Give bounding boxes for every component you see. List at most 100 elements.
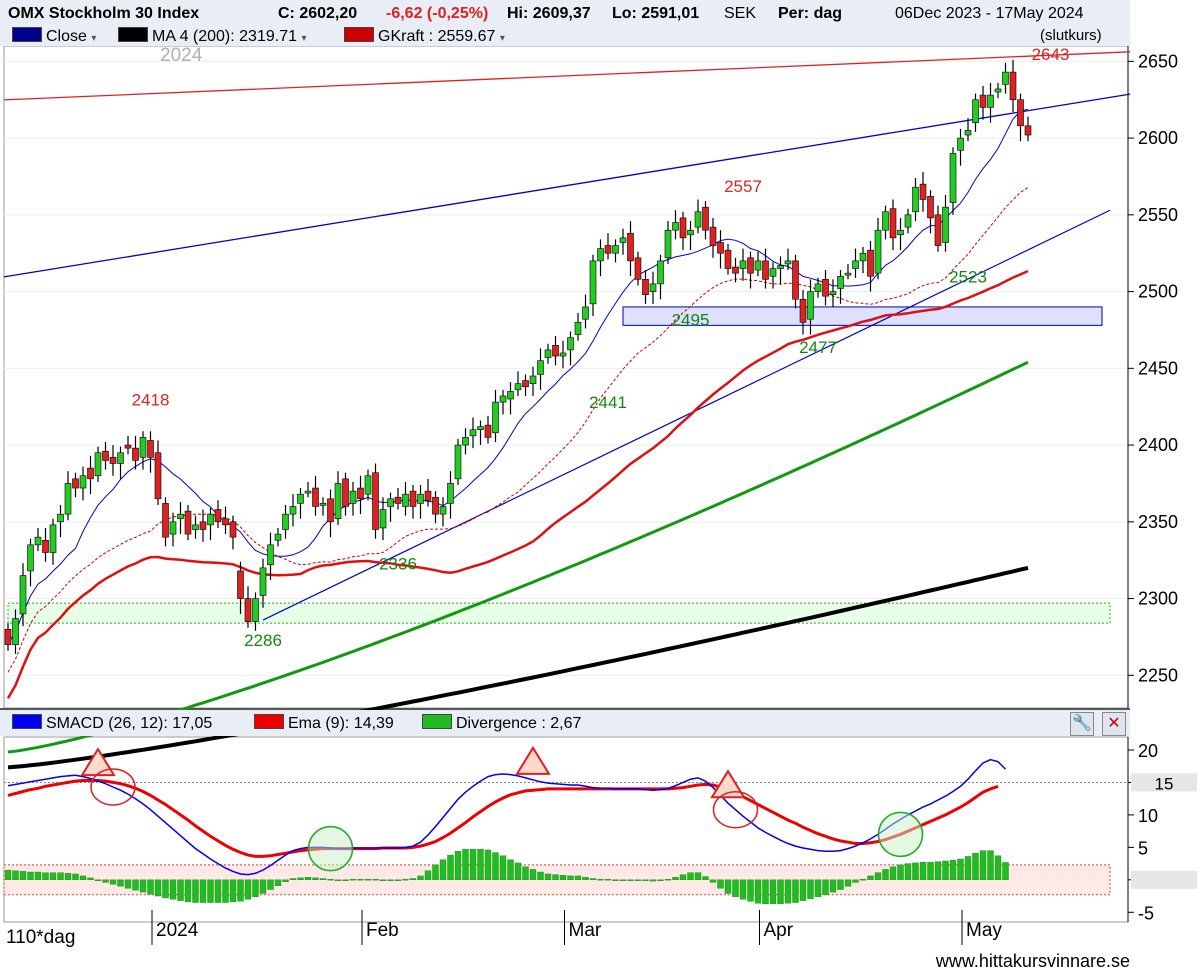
- divergence-bar: [289, 878, 297, 881]
- divergence-bar: [649, 879, 657, 882]
- candle-body: [124, 444, 132, 449]
- indicator-tick-label: 5: [1138, 838, 1148, 858]
- divergence-bar: [27, 871, 34, 881]
- candle-body: [12, 618, 19, 645]
- divergence-bar: [852, 879, 859, 883]
- wrench-icon[interactable]: 🔧: [1070, 712, 1094, 736]
- candle-body: [919, 183, 927, 200]
- divergence-bar: [109, 879, 117, 885]
- candle-body: [297, 493, 304, 504]
- candle-body: [852, 260, 859, 269]
- divergence-bar: [349, 878, 357, 881]
- candle-body: [882, 211, 889, 231]
- signal-level-tag: [1131, 773, 1197, 792]
- candle-body: [507, 391, 514, 400]
- price-annotation: 2336: [379, 554, 417, 573]
- divergence-bar: [154, 879, 162, 897]
- candle-body: [462, 437, 469, 446]
- divergence-bar: [252, 879, 259, 897]
- candle-body: [267, 544, 274, 566]
- date-tick-label: May: [966, 920, 1002, 941]
- candle-body: [117, 452, 124, 464]
- divergence-bar: [177, 879, 184, 901]
- divergence-bar: [199, 879, 207, 903]
- legend-gkraft[interactable]: GKraft : 2559.67 ▾: [344, 27, 505, 46]
- candle-body: [687, 229, 694, 236]
- price-tick-label: 2250: [1138, 665, 1178, 685]
- resistance-trendline: [3, 51, 1131, 101]
- ma-dotted-line: [7, 187, 1029, 673]
- ema-swatch: [254, 714, 284, 729]
- legend-divergence: Divergence : 2,67: [422, 714, 581, 733]
- candle-body: [994, 88, 1002, 93]
- divergence-bar: [64, 873, 72, 881]
- divergence-bar: [904, 863, 912, 881]
- divergence-bar: [754, 879, 762, 904]
- divergence-bar: [972, 852, 979, 881]
- divergence-bar: [987, 850, 994, 881]
- candle-body: [49, 524, 57, 553]
- candle-body: [619, 237, 627, 243]
- sell-signal-marker: [515, 745, 551, 775]
- candle-body: [732, 266, 739, 274]
- candle-body: [222, 518, 229, 526]
- candle-body: [64, 483, 72, 515]
- divergence-bar: [612, 879, 619, 882]
- divergence-bar: [1002, 862, 1009, 881]
- legend-close-label: Close: [46, 28, 87, 45]
- divergence-bar: [844, 879, 852, 887]
- candle-body: [162, 503, 169, 538]
- ema-line: [7, 779, 999, 858]
- divergence-bar: [597, 878, 604, 881]
- divergence-bar: [604, 878, 612, 881]
- price-annotation: 2477: [799, 338, 837, 357]
- divergence-bar: [642, 879, 649, 882]
- period: Per: dag: [778, 5, 843, 22]
- candle-body: [702, 206, 709, 231]
- candle-body: [717, 242, 724, 254]
- candle-body: [672, 222, 679, 231]
- high-value: Hi: 2609,37: [507, 5, 591, 22]
- year-label: 2024: [160, 45, 203, 66]
- price-annotation: 2418: [132, 390, 170, 409]
- divergence-bar: [124, 879, 132, 889]
- divergence-bar: [274, 879, 282, 886]
- date-tick-label: Apr: [764, 920, 794, 941]
- divergence-bar: [169, 879, 177, 900]
- indicator-tick-label: 20: [1138, 741, 1158, 761]
- divergence-bar: [102, 879, 109, 883]
- legend-close[interactable]: Close ▾: [12, 27, 96, 46]
- price-tick-label: 2450: [1138, 358, 1178, 378]
- candle-body: [582, 306, 589, 320]
- price-annotation: 2643: [1032, 45, 1070, 64]
- candle-body: [754, 260, 762, 271]
- candle-body: [664, 229, 672, 259]
- candle-body: [799, 298, 807, 323]
- divergence-bar: [192, 879, 199, 903]
- divergence-bar: [379, 879, 387, 882]
- divergence-bar: [942, 860, 949, 881]
- divergence-bar: [117, 879, 124, 887]
- candle-body: [282, 513, 289, 530]
- divergence-bar: [672, 877, 679, 881]
- divergence-bar: [222, 879, 229, 903]
- candle-body: [1002, 71, 1009, 85]
- divergence-bar: [214, 879, 222, 903]
- legend-divergence-label: Divergence : 2,67: [456, 715, 582, 732]
- candle-body: [537, 360, 544, 375]
- divergence-bar: [724, 879, 732, 894]
- price-panel: [3, 45, 1129, 709]
- candle-body: [927, 196, 934, 219]
- divergence-bar: [814, 879, 822, 897]
- date-tick-label: Feb: [366, 920, 399, 941]
- close-icon[interactable]: ✕: [1102, 712, 1126, 736]
- candle-body: [289, 506, 297, 515]
- candle-body: [627, 232, 634, 262]
- candle-body: [724, 249, 732, 269]
- candle-body: [207, 513, 214, 526]
- legend-gkraft-label: GKraft : 2559.67: [378, 28, 496, 45]
- divergence-bar: [132, 879, 139, 891]
- sell-cross-circle: [712, 790, 759, 829]
- legend-ma[interactable]: MA 4 (200): 2319.71 ▾: [118, 27, 306, 46]
- candle-body: [829, 291, 837, 295]
